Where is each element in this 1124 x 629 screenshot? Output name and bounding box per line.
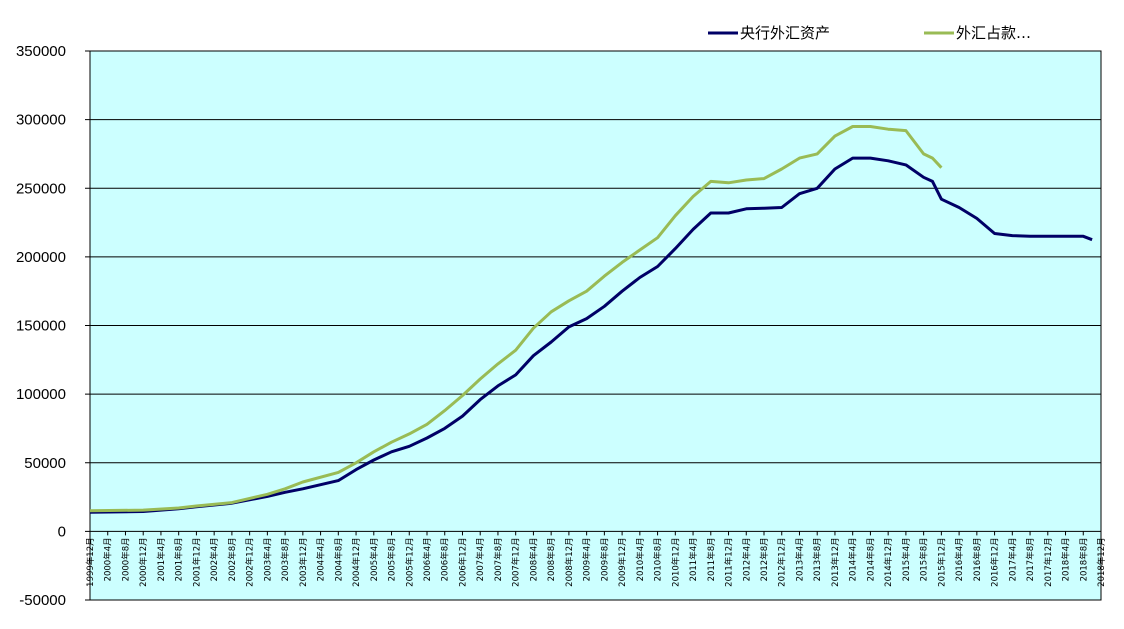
x-tick-label: 2003年12月: [298, 537, 309, 586]
legend-label-1: 外汇占款…: [956, 24, 1031, 42]
x-tick-label: 2006年8月: [440, 537, 451, 581]
x-tick-label: 2008年4月: [528, 537, 539, 581]
y-tick-label: 50000: [24, 455, 66, 472]
x-tick-label: 2012年4月: [741, 537, 752, 581]
x-tick-label: 2008年8月: [546, 537, 557, 581]
x-tick-label: 2010年4月: [635, 537, 646, 581]
x-tick-label: 2018年12月: [1096, 537, 1107, 586]
x-tick-label: 2007年12月: [511, 537, 522, 586]
x-tick-label: 2007年8月: [493, 537, 504, 581]
x-tick-label: 2002年8月: [227, 537, 238, 581]
x-tick-label: 2000年4月: [103, 537, 114, 581]
x-tick-label: 2013年8月: [812, 537, 823, 581]
x-tick-label: 2012年8月: [759, 537, 770, 581]
x-tick-label: 2014年12月: [883, 537, 894, 586]
x-tick-label: 2010年8月: [653, 537, 664, 581]
x-tick-label: 2002年4月: [209, 537, 220, 581]
x-tick-label: 2014年8月: [865, 537, 876, 581]
y-tick-label: 100000: [16, 386, 66, 403]
x-tick-label: 2018年8月: [1078, 537, 1089, 581]
x-tick-label: 2017年4月: [1007, 537, 1018, 581]
x-tick-label: 2016年4月: [954, 537, 965, 581]
x-tick-label: 2018年4月: [1061, 537, 1072, 581]
x-tick-label: 2013年12月: [830, 537, 841, 586]
y-tick-label: 200000: [16, 249, 66, 266]
y-tick-label: 250000: [16, 180, 66, 197]
x-tick-label: 2004年4月: [316, 537, 327, 581]
x-tick-label: 2011年4月: [688, 537, 699, 581]
y-tick-label: -50000: [19, 592, 66, 609]
x-tick-label: 2003年8月: [280, 537, 291, 581]
x-tick-label: 2015年4月: [901, 537, 912, 581]
series-line-1: [89, 125, 943, 513]
x-axis-ticks: 1999年12月 2000年4月 2000年8月 2000年12月 2001年4月 200…: [85, 531, 1107, 587]
x-tick-label: 2006年12月: [457, 537, 468, 586]
x-tick-label: 2005年4月: [369, 537, 380, 581]
y-tick-label: 350000: [16, 43, 66, 60]
x-tick-label: 2016年8月: [972, 537, 983, 581]
x-tick-label: 2002年12月: [245, 537, 256, 586]
x-tick-label: 2000年8月: [120, 537, 131, 581]
x-tick-label: 2017年12月: [1043, 537, 1054, 586]
x-tick-label: 2008年12月: [564, 537, 575, 586]
legend-label-0: 央行外汇资产: [740, 24, 830, 42]
x-tick-label: 2013年4月: [794, 537, 805, 581]
x-tick-label: 2011年12月: [724, 537, 735, 586]
legend: 央行外汇资产 外汇占款…: [708, 24, 1031, 42]
y-axis-ticks: -50000 0 50000 100000 150000 200000 250000 3000…: [16, 43, 90, 609]
y-tick-label: 300000: [16, 112, 66, 129]
x-tick-label: 1999年12月: [85, 537, 96, 586]
x-tick-label: 2014年4月: [848, 537, 859, 581]
x-tick-label: 2016年12月: [990, 537, 1001, 586]
x-tick-label: 2000年12月: [138, 537, 149, 586]
x-tick-label: 2005年8月: [387, 537, 398, 581]
x-tick-label: 2010年12月: [670, 537, 681, 586]
gridlines: [90, 119, 1101, 532]
x-tick-label: 2004年12月: [351, 537, 362, 586]
x-tick-label: 2011年8月: [706, 537, 717, 581]
series-lines: [89, 125, 1093, 514]
x-tick-label: 2001年12月: [191, 537, 202, 586]
x-tick-label: 2017年8月: [1025, 537, 1036, 581]
x-tick-label: 2006年4月: [422, 537, 433, 581]
x-tick-label: 2009年12月: [617, 537, 628, 586]
x-tick-label: 2012年12月: [777, 537, 788, 586]
x-tick-label: 2009年8月: [599, 537, 610, 581]
x-tick-label: 2015年12月: [936, 537, 947, 586]
y-tick-label: 0: [58, 523, 66, 540]
x-tick-label: 2001年8月: [174, 537, 185, 581]
y-tick-label: 150000: [16, 318, 66, 335]
x-tick-label: 2015年8月: [919, 537, 930, 581]
x-tick-label: 2003年4月: [262, 537, 273, 581]
x-tick-label: 2005年12月: [404, 537, 415, 586]
x-tick-label: 2009年4月: [582, 537, 593, 581]
x-tick-label: 2004年8月: [333, 537, 344, 581]
x-tick-label: 2001年4月: [156, 537, 167, 581]
series-line-0: [89, 156, 1093, 514]
x-tick-label: 2007年4月: [475, 537, 486, 581]
